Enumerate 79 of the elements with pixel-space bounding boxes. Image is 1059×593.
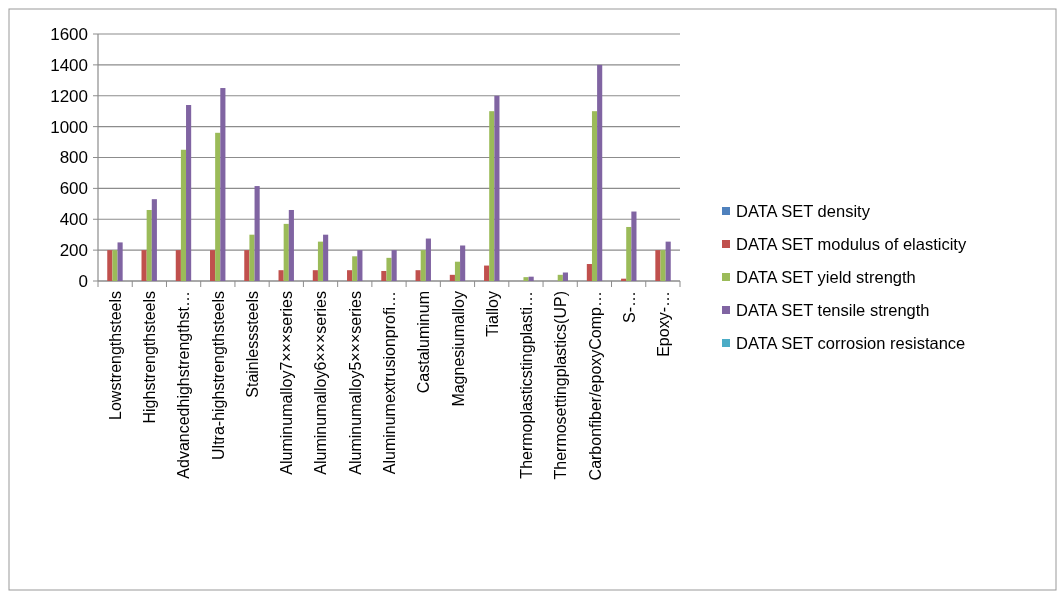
- legend-label: DATA SET modulus of elasticity: [736, 234, 967, 253]
- bar: [317, 241, 324, 281]
- bar: [288, 209, 294, 281]
- bar: [460, 245, 466, 281]
- bar: [352, 256, 358, 281]
- bar: [347, 270, 353, 281]
- bar: [146, 209, 152, 281]
- bar: [249, 234, 255, 281]
- bar: [244, 250, 250, 281]
- bar: [141, 250, 147, 281]
- bar: [660, 250, 666, 281]
- y-tick-label: 1600: [50, 24, 88, 44]
- legend-label: DATA SET density: [736, 201, 871, 220]
- x-tick-label: Epoxy-…: [655, 291, 673, 357]
- x-tick-label: Highstrengthsteels: [141, 291, 159, 424]
- x-tick-label: Tialloy: [483, 291, 501, 337]
- bar: [215, 132, 221, 281]
- y-tick-label: 800: [59, 148, 88, 168]
- bar: [454, 261, 461, 281]
- bar: [523, 277, 529, 281]
- y-tick-label: 600: [59, 179, 88, 199]
- x-tick-label: S-…: [620, 291, 638, 323]
- bar: [655, 250, 661, 281]
- x-tick-label: Aluminumextrusionprofi…: [381, 291, 398, 475]
- y-tick-label: 1000: [50, 117, 88, 137]
- y-tick-label: 0: [78, 271, 88, 291]
- bar: [117, 242, 123, 281]
- x-tick-label: Lowstrengthsteels: [106, 291, 124, 420]
- x-tick-label: Stainlesssteels: [243, 291, 261, 398]
- bar: [562, 272, 568, 281]
- bar: [210, 250, 216, 281]
- bar: [391, 250, 397, 281]
- bar: [494, 95, 500, 281]
- bar: [180, 149, 187, 281]
- x-tick-label: Castaluminum: [415, 291, 433, 394]
- bar: [381, 270, 387, 281]
- bar: [386, 257, 392, 281]
- bar: [107, 250, 113, 281]
- x-tick-label: Thermoplasticstingplasti…: [518, 291, 536, 479]
- x-tick-label: Aluminumalloy6×××series: [312, 291, 330, 475]
- x-tick-label: Thermosettingplastics(UP): [552, 291, 570, 480]
- bar: [415, 270, 421, 281]
- y-tick-label: 200: [59, 241, 88, 261]
- bar: [631, 211, 637, 281]
- bar: [665, 241, 671, 281]
- bar: [312, 270, 318, 281]
- bar: [425, 238, 431, 281]
- bar: [254, 186, 260, 281]
- bar: [528, 276, 534, 281]
- bar: [449, 274, 455, 281]
- bar: [112, 250, 118, 281]
- x-tick-label: Aluminumalloy5×××series: [346, 291, 364, 475]
- legend-label: DATA SET tensile strength: [736, 300, 930, 319]
- x-tick-label: Carbonfiber/epoxyComp…: [586, 291, 604, 481]
- bar: [626, 226, 632, 281]
- y-tick-label: 400: [59, 210, 88, 230]
- y-tick-label: 1400: [50, 55, 88, 75]
- bar: [357, 250, 363, 281]
- bar: [323, 234, 329, 281]
- bar: [597, 64, 603, 281]
- bar: [283, 223, 289, 281]
- bar: [586, 264, 592, 281]
- bar: [175, 250, 181, 281]
- x-tick-label: Magnesiumalloy: [449, 291, 467, 407]
- legend-label: DATA SET yield strength: [736, 267, 916, 286]
- bar: [484, 265, 490, 281]
- legend-label: DATA SET corrosion resistance: [736, 333, 966, 352]
- x-tick-label: Aluminumalloy7×××series: [278, 291, 296, 475]
- bar: [557, 274, 563, 281]
- bar: [151, 199, 157, 281]
- bar: [591, 111, 598, 281]
- x-tick-label: Advancedhighstrengthst…: [175, 291, 193, 479]
- bar: [278, 270, 284, 281]
- bar: [420, 250, 426, 281]
- x-tick-label: Ultra-highstrengthsteels: [209, 291, 227, 460]
- y-tick-label: 1200: [50, 86, 88, 106]
- bar: [220, 88, 226, 281]
- bar: [186, 105, 192, 281]
- bar: [489, 111, 495, 281]
